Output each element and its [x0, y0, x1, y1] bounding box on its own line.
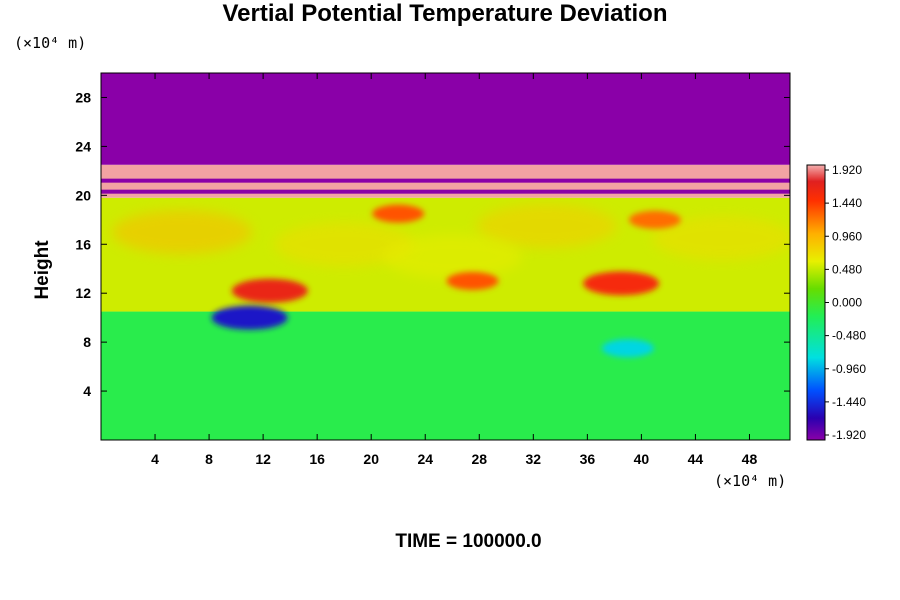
colorbar-label: 0.960 [832, 229, 862, 243]
y-tick-label: 4 [83, 383, 91, 399]
x-tick-label: 24 [417, 451, 433, 467]
colorbar [806, 164, 826, 441]
heatmap-feature [372, 204, 425, 223]
heatmap-layer [101, 73, 790, 165]
y-tick-label: 16 [75, 236, 91, 252]
y-tick-label: 24 [75, 138, 91, 154]
x-tick-label: 40 [634, 451, 650, 467]
colorbar-label: -0.960 [832, 362, 866, 376]
x-tick-label: 44 [688, 451, 704, 467]
y-tick-label: 12 [75, 285, 91, 301]
y-axis-unit: (×10⁴ m) [14, 34, 87, 52]
colorbar-label: 1.440 [832, 196, 862, 210]
chart-title: Vertial Potential Temperature Deviation [222, 0, 668, 27]
heatmap-patch [112, 210, 253, 255]
x-axis-unit: (×10⁴ m) [714, 472, 787, 490]
x-tick-label: 16 [309, 451, 325, 467]
y-tick-label: 28 [75, 89, 91, 105]
x-tick-label: 12 [255, 451, 271, 467]
colorbar-label: -1.920 [832, 428, 866, 442]
x-tick-label: 4 [151, 451, 159, 467]
heatmap-patch [274, 222, 415, 267]
heatmap-feature [211, 305, 288, 330]
heatmap-stripe [101, 178, 790, 183]
time-label: TIME = 100000.0 [395, 531, 542, 552]
heatmap-feature [446, 271, 499, 290]
heatmap-patch [382, 234, 523, 279]
x-tick-label: 32 [526, 451, 542, 467]
heatmap-feature [583, 271, 660, 296]
x-tick-label: 48 [742, 451, 758, 467]
heatmap-layer [101, 311, 790, 440]
plot-frame [100, 72, 791, 441]
heatmap-feature [601, 339, 654, 358]
colorbar-label: 1.920 [832, 163, 862, 177]
x-tick-label: 20 [363, 451, 379, 467]
x-tick-label: 36 [580, 451, 596, 467]
heatmap-patch [652, 216, 790, 261]
colorbar-label: 0.480 [832, 262, 862, 276]
colorbar-label: -1.440 [832, 395, 866, 409]
colorbar-label: -0.480 [832, 329, 866, 343]
colorbar-label: 0.000 [832, 296, 862, 310]
y-tick-label: 8 [83, 334, 91, 350]
heatmap-feature [231, 278, 308, 303]
heatmap-stripe [101, 189, 790, 194]
heatmap-patch [476, 203, 617, 248]
heatmap-feature [628, 210, 681, 229]
x-tick-label: 8 [205, 451, 213, 467]
x-tick-label: 28 [471, 451, 487, 467]
y-tick-label: 20 [75, 187, 91, 203]
